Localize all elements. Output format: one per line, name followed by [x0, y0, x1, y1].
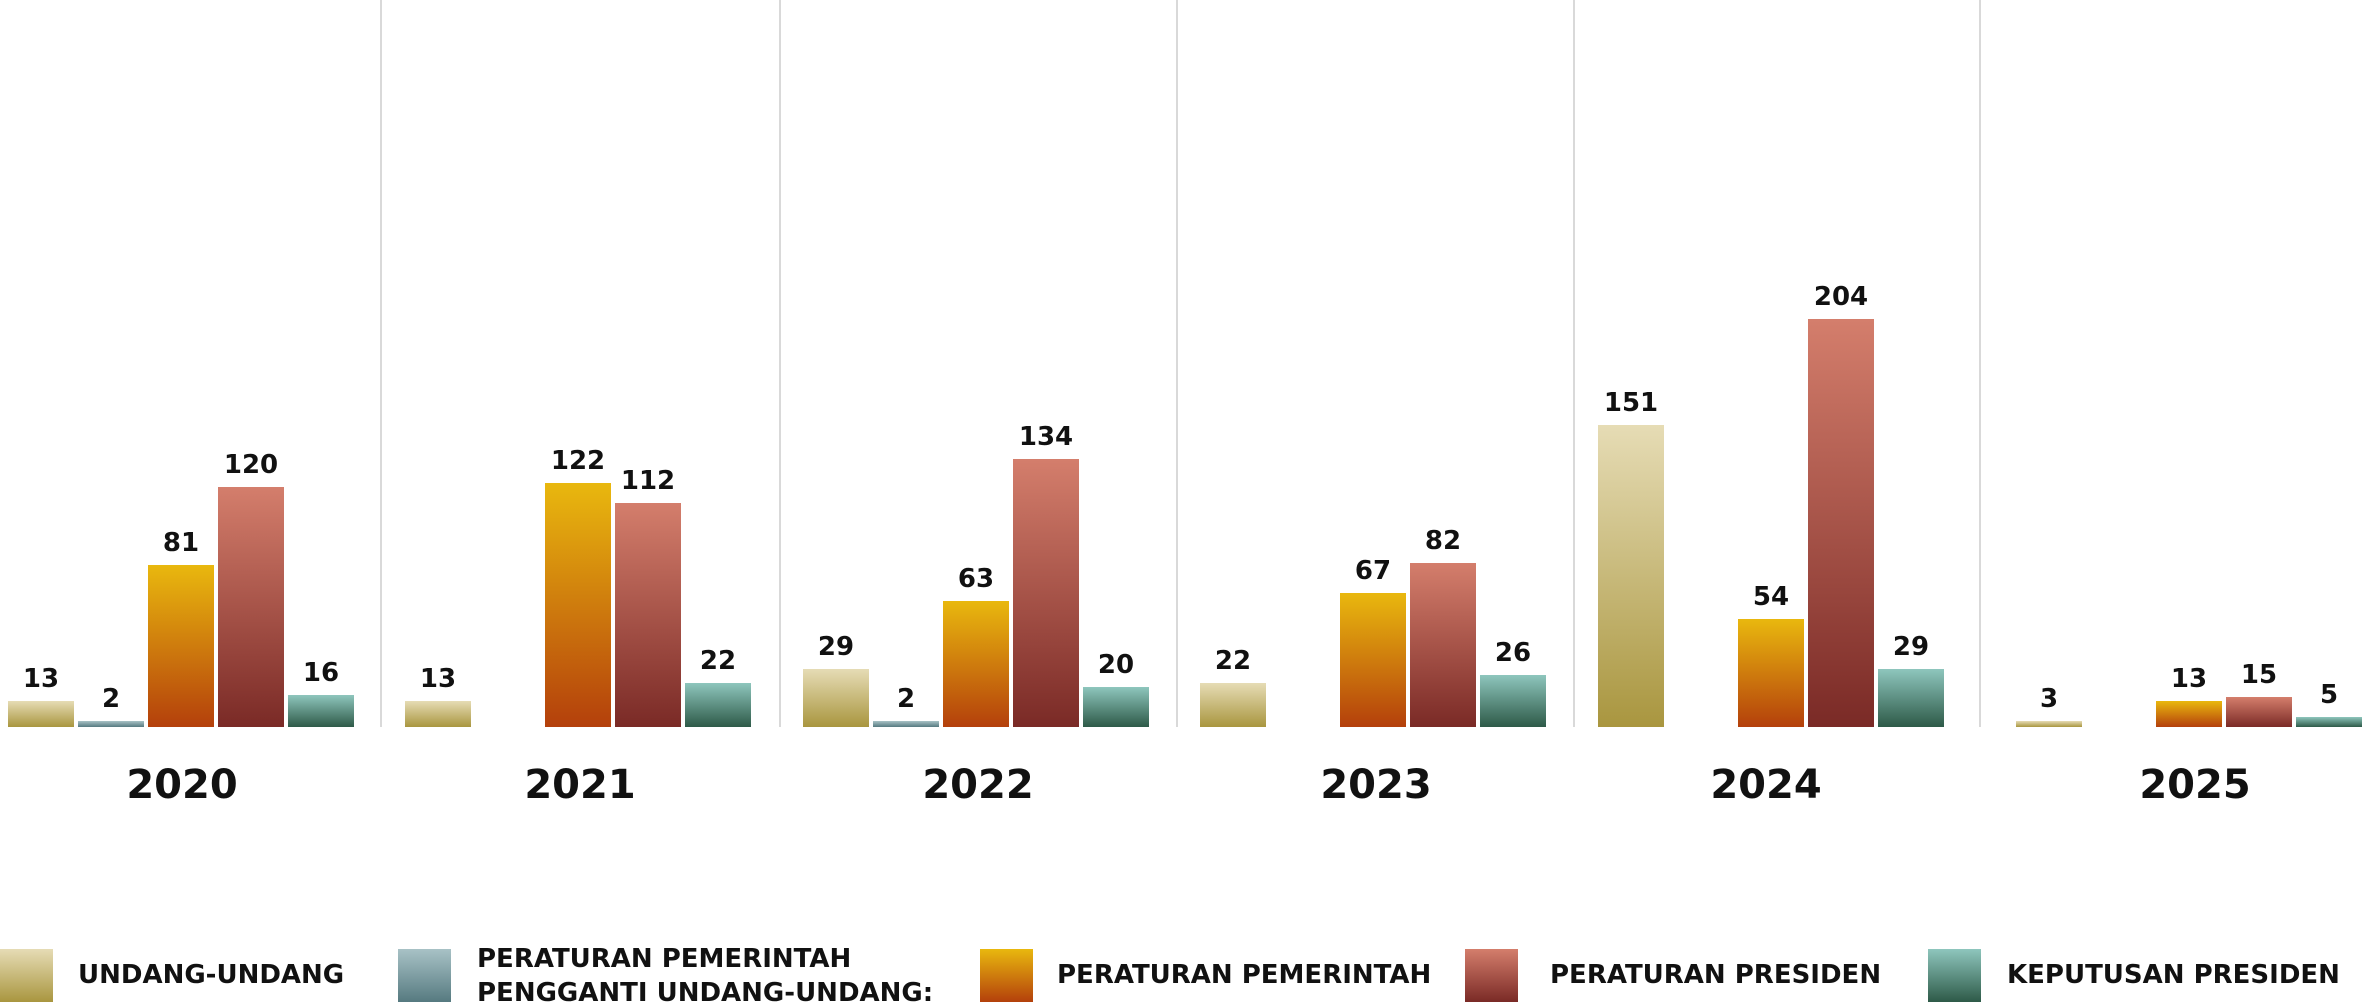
bar-2023-0 [1200, 683, 1266, 727]
value-label-2025-2: 13 [2171, 664, 2207, 694]
bar-2025-3 [2226, 697, 2292, 727]
legend-swatch-3 [1465, 949, 1518, 1002]
value-label-2024-2: 54 [1753, 582, 1789, 612]
year-label-2023: 2023 [1320, 762, 1431, 808]
bars-group [8, 319, 2362, 727]
value-label-2021-4: 22 [700, 646, 736, 676]
bar-2024-3 [1808, 319, 1874, 727]
bar-2021-4 [685, 683, 751, 727]
group-dividers [380, 0, 1981, 727]
value-label-2022-2: 63 [958, 564, 994, 594]
value-label-2020-4: 16 [303, 658, 339, 688]
value-label-2025-3: 15 [2241, 660, 2277, 690]
bar-2025-4 [2296, 717, 2362, 727]
legend-swatch-0 [0, 949, 53, 1002]
legend-swatch-4 [1928, 949, 1981, 1002]
bar-2024-0 [1598, 425, 1664, 727]
value-label-2020-0: 13 [23, 664, 59, 694]
bar-2024-2 [1738, 619, 1804, 727]
value-label-2020-2: 81 [163, 528, 199, 558]
value-label-2021-0: 13 [420, 664, 456, 694]
legend-label-4: KEPUTUSAN PRESIDEN [2007, 960, 2340, 990]
value-label-2022-4: 20 [1098, 650, 1134, 680]
value-label-2025-4: 5 [2320, 680, 2338, 710]
bar-2025-0 [2016, 721, 2082, 727]
bar-2023-2 [1340, 593, 1406, 727]
value-label-2021-2: 122 [551, 446, 605, 476]
value-label-2022-0: 29 [818, 632, 854, 662]
legend-label-2: PERATURAN PEMERINTAH [1057, 960, 1431, 990]
bar-2023-3 [1410, 563, 1476, 727]
year-label-2020: 2020 [126, 762, 237, 808]
value-label-2023-3: 82 [1425, 526, 1461, 556]
bar-2022-2 [943, 601, 1009, 727]
bar-2025-2 [2156, 701, 2222, 727]
value-label-2021-3: 112 [621, 466, 675, 496]
bar-2024-4 [1878, 669, 1944, 727]
bar-2022-1 [873, 721, 939, 727]
bar-2021-0 [405, 701, 471, 727]
value-label-2024-0: 151 [1604, 388, 1658, 418]
value-label-2022-3: 134 [1019, 422, 1073, 452]
bar-2022-3 [1013, 459, 1079, 727]
year-labels-group: 2020 2021 2022 2023 2024 2025 [126, 762, 2250, 808]
value-label-2020-3: 120 [224, 450, 278, 480]
value-label-2025-0: 3 [2040, 684, 2058, 714]
year-label-2021: 2021 [524, 762, 635, 808]
value-label-2023-4: 26 [1495, 638, 1531, 668]
value-label-2024-3: 204 [1814, 282, 1868, 312]
year-label-2024: 2024 [1710, 762, 1821, 808]
bar-2021-3 [615, 503, 681, 727]
year-label-2022: 2022 [922, 762, 1033, 808]
value-label-2022-1: 2 [897, 684, 915, 714]
value-label-2023-2: 67 [1355, 556, 1391, 586]
bar-2023-4 [1480, 675, 1546, 727]
legend-label-3: PERATURAN PRESIDEN [1550, 960, 1881, 990]
legend-label-0: UNDANG-UNDANG [78, 960, 344, 990]
value-labels-group: 13 2 81 120 16 13 122 112 22 29 2 63 134 20 22 67 82 26 15… [23, 282, 2338, 714]
bar-2022-4 [1083, 687, 1149, 727]
bar-2020-3 [218, 487, 284, 727]
bar-2020-0 [8, 701, 74, 727]
bar-2021-2 [545, 483, 611, 727]
bar-2020-1 [78, 721, 144, 727]
legend-label-1: PERATURAN PEMERINTAH PENGGANTI UNDANG-UND… [477, 944, 933, 1002]
value-label-2020-1: 2 [102, 684, 120, 714]
year-label-2025: 2025 [2139, 762, 2250, 808]
bar-2020-4 [288, 695, 354, 727]
legend: UNDANG-UNDANG PERATURAN PEMERINTAH PENGGAN… [0, 944, 2340, 1002]
value-label-2024-4: 29 [1893, 632, 1929, 662]
legend-swatch-1 [398, 949, 451, 1002]
bar-2022-0 [803, 669, 869, 727]
legend-swatch-2 [980, 949, 1033, 1002]
value-label-2023-0: 22 [1215, 646, 1251, 676]
bar-2020-2 [148, 565, 214, 727]
